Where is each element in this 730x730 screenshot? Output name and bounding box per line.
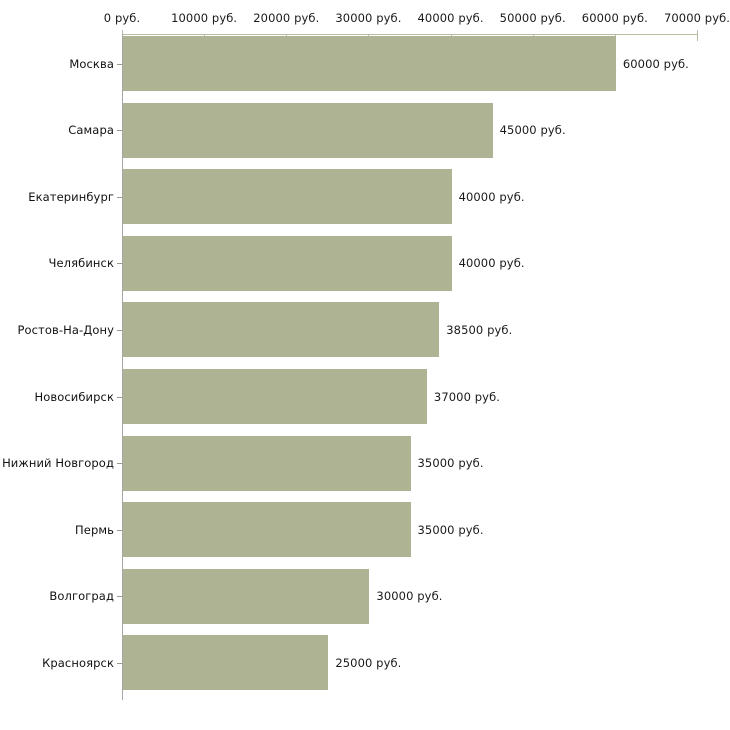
y-axis-tick: [117, 596, 122, 598]
x-axis-line: [122, 34, 697, 35]
bar[interactable]: [123, 102, 493, 158]
y-axis-label-slot: Волгоград: [0, 589, 114, 603]
x-axis-tick-label: 20000 руб.: [253, 11, 320, 25]
x-axis-end-cap: [697, 30, 698, 35]
y-axis-label-slot: Челябинск: [0, 256, 114, 270]
bar[interactable]: [123, 302, 440, 358]
x-axis-tick-label: 60000 руб.: [581, 11, 648, 25]
y-axis-category-label: Москва: [69, 56, 114, 71]
bar[interactable]: [123, 235, 452, 291]
y-axis-label-slot: Москва: [0, 57, 114, 71]
y-axis-category-label: Пермь: [75, 522, 114, 537]
x-axis-tick-label: 70000 руб.: [663, 11, 730, 25]
y-axis-category-label: Екатеринбург: [28, 189, 114, 204]
y-axis-category-label: Волгоград: [49, 589, 114, 604]
bar-value-label: 45000 руб.: [499, 123, 566, 138]
bar[interactable]: [123, 169, 452, 225]
y-axis-tick: [117, 196, 122, 198]
bar-value-label: 35000 руб.: [417, 456, 484, 471]
bar-value-label: 38500 руб.: [446, 322, 513, 337]
bar-value-label: 37000 руб.: [433, 389, 501, 404]
y-axis-tick: [117, 130, 122, 132]
bar[interactable]: [123, 568, 370, 624]
x-axis-tick-label: 40000 руб.: [417, 11, 484, 25]
y-axis-label-slot: Пермь: [0, 523, 114, 537]
x-axis-tick-label: 10000 руб.: [171, 11, 238, 25]
y-axis-line: [122, 34, 123, 700]
y-axis-tick: [117, 529, 122, 531]
bar-value-label: 40000 руб.: [458, 256, 525, 271]
bar[interactable]: [123, 502, 411, 558]
y-axis-label-slot: Екатеринбург: [0, 190, 114, 204]
y-axis-category-label: Ростов-На-Дону: [17, 322, 114, 337]
x-axis-tick-label: 50000 руб.: [499, 11, 566, 25]
bar-value-label: 40000 руб.: [458, 189, 525, 204]
y-axis-label-slot: Новосибирск: [0, 390, 114, 404]
x-axis-tick-label: 30000 руб.: [335, 11, 402, 25]
y-axis-tick: [117, 662, 122, 664]
y-axis-label-slot: Красноярск: [0, 656, 114, 670]
bar-value-label: 35000 руб.: [417, 522, 484, 537]
bar-value-label: 30000 руб.: [376, 589, 443, 604]
y-axis-category-label: Самара: [68, 123, 114, 138]
x-axis-tick-label: 0 руб.: [103, 11, 141, 25]
y-axis-tick: [117, 329, 122, 331]
y-axis-label-slot: Ростов-На-Дону: [0, 323, 114, 337]
y-axis-tick: [117, 396, 122, 398]
y-axis-tick: [117, 463, 122, 465]
y-axis-category-label: Новосибирск: [34, 389, 114, 404]
y-axis-category-label: Красноярск: [42, 655, 114, 670]
bar-value-label: 25000 руб.: [335, 655, 402, 670]
y-axis-label-slot: Нижний Новгород: [0, 456, 114, 470]
bar[interactable]: [123, 635, 329, 691]
y-axis-category-label: Нижний Новгород: [2, 456, 114, 471]
y-axis-label-slot: Самара: [0, 123, 114, 137]
y-axis-tick: [117, 263, 122, 265]
x-axis-start-cap: [122, 30, 123, 35]
y-axis-category-label: Челябинск: [48, 256, 114, 271]
x-axis-tick: [697, 35, 698, 41]
bar[interactable]: [123, 435, 411, 491]
bar-value-label: 60000 руб.: [622, 56, 689, 71]
bar[interactable]: [123, 36, 616, 91]
bar[interactable]: [123, 369, 427, 424]
y-axis-tick: [117, 63, 122, 65]
